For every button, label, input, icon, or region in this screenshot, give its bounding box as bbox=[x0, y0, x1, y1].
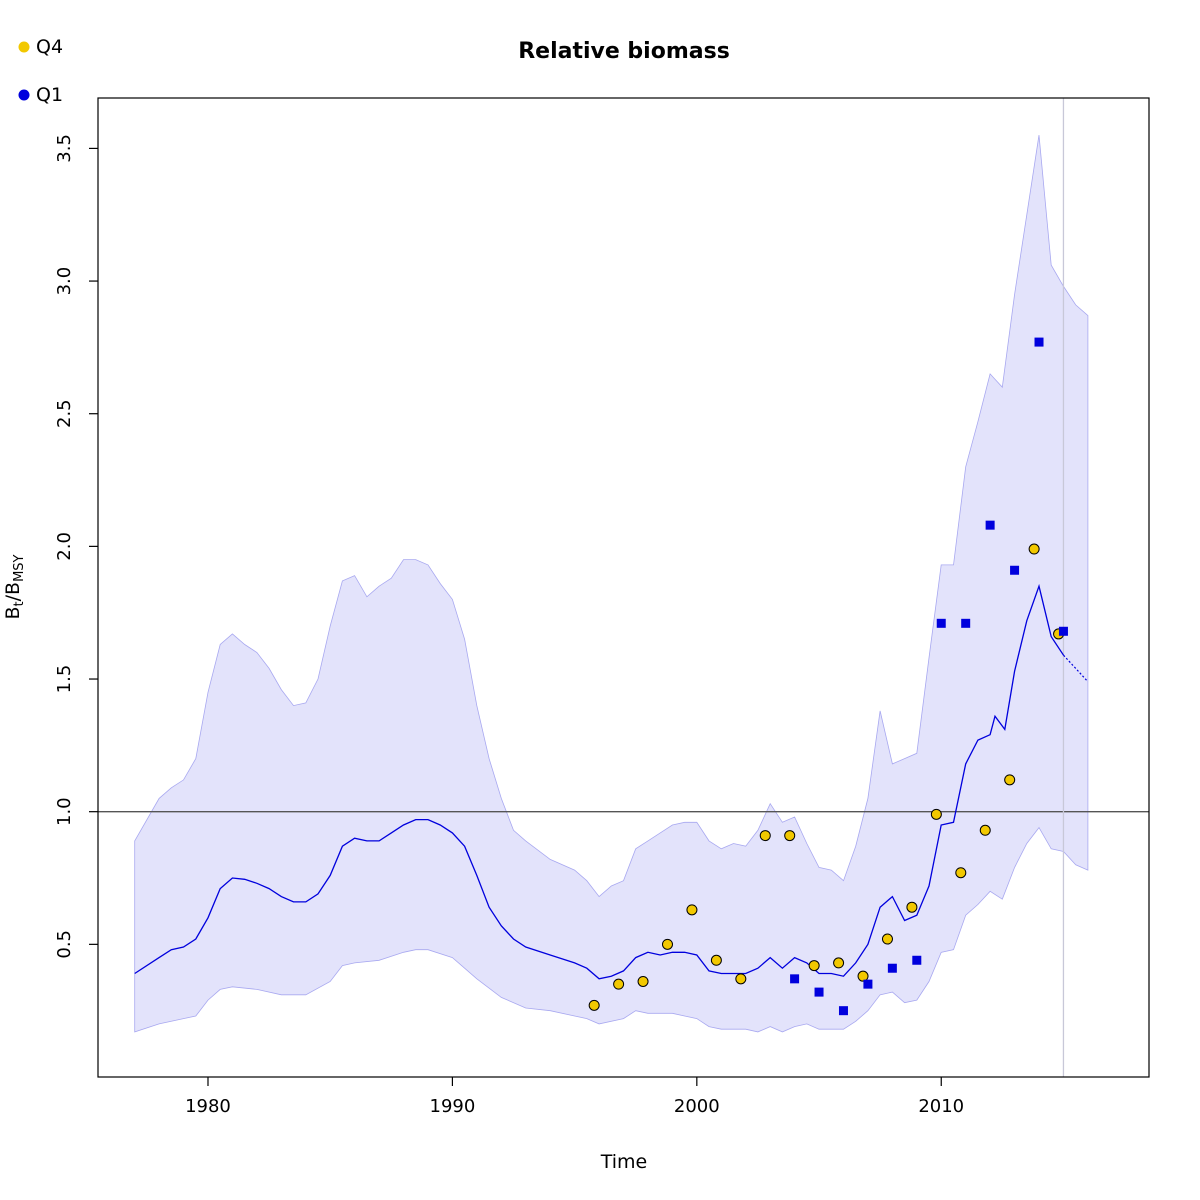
y-axis-label: Bt/BMSY bbox=[2, 554, 27, 619]
confidence-band-layer bbox=[134, 135, 1089, 1033]
y-tick-label: 2.0 bbox=[54, 532, 75, 561]
legend-q1-label: Q1 bbox=[36, 84, 63, 106]
y-tick-label: 1.0 bbox=[54, 797, 75, 826]
estimate-line-layer bbox=[134, 583, 1089, 980]
q1-point bbox=[838, 1006, 848, 1016]
q1-point bbox=[1034, 337, 1044, 347]
y-axis-label-sub-t: t bbox=[12, 601, 27, 606]
y-axis-label-main: B bbox=[2, 606, 24, 619]
y-axis-label-sub-msy: MSY bbox=[12, 554, 27, 581]
y-tick-label: 3.5 bbox=[54, 134, 75, 163]
q4-point bbox=[613, 978, 625, 990]
q4-point bbox=[979, 824, 991, 836]
q1-point bbox=[887, 963, 897, 973]
q4-point bbox=[906, 901, 918, 913]
plot-frame bbox=[97, 97, 1150, 1078]
x-axis: 1980 1990 2000 2010 bbox=[185, 1077, 964, 1117]
q4-point bbox=[930, 808, 942, 820]
x-tick-label: 2010 bbox=[918, 1096, 964, 1117]
q1-point bbox=[961, 618, 971, 628]
q1-point bbox=[985, 520, 995, 530]
q4-point bbox=[759, 830, 771, 842]
x-tick-label: 1980 bbox=[185, 1096, 231, 1117]
q4-point bbox=[637, 975, 649, 987]
q4-point bbox=[735, 973, 747, 985]
q1-point bbox=[1010, 565, 1020, 575]
x-tick-label: 1990 bbox=[430, 1096, 476, 1117]
q1-point bbox=[814, 987, 824, 997]
legend-q4-label: Q4 bbox=[36, 36, 63, 58]
q4-point bbox=[686, 904, 698, 916]
reference-lines-layer bbox=[98, 98, 1149, 1077]
x-axis-label: Time bbox=[600, 1151, 648, 1173]
y-tick-label: 0.5 bbox=[54, 930, 75, 959]
y-axis-label-mid: /B bbox=[2, 582, 24, 601]
q4-point bbox=[710, 954, 722, 966]
q4-point bbox=[1004, 774, 1016, 786]
q1-point bbox=[936, 618, 946, 628]
q1-point bbox=[863, 979, 873, 989]
q4-point bbox=[661, 938, 673, 950]
legend-q1-marker bbox=[18, 89, 30, 101]
x-tick-label: 2000 bbox=[674, 1096, 720, 1117]
forecast-line bbox=[1063, 654, 1089, 683]
q1-point bbox=[1058, 626, 1068, 636]
y-tick-label: 2.5 bbox=[54, 399, 75, 428]
y-tick-label: 1.5 bbox=[54, 665, 75, 694]
q4-point bbox=[784, 830, 796, 842]
chart-title: Relative biomass bbox=[518, 39, 730, 64]
legend-q4-marker bbox=[18, 41, 30, 53]
q4-point bbox=[857, 970, 869, 982]
q4-point bbox=[833, 957, 845, 969]
legend: Q4 Q1 bbox=[18, 36, 63, 106]
q1-point bbox=[912, 955, 922, 965]
q1-point bbox=[790, 974, 800, 984]
y-axis: 0.5 1.0 1.5 2.0 2.5 3.0 3.5 bbox=[54, 134, 98, 959]
estimate-line bbox=[134, 583, 1065, 980]
q4-point bbox=[955, 867, 967, 879]
q4-point bbox=[1028, 543, 1040, 555]
confidence-band bbox=[134, 135, 1089, 1033]
y-tick-label: 3.0 bbox=[54, 267, 75, 296]
observations-layer bbox=[588, 337, 1068, 1016]
q4-point bbox=[588, 999, 600, 1011]
q4-point bbox=[808, 960, 820, 972]
q4-point bbox=[881, 933, 893, 945]
